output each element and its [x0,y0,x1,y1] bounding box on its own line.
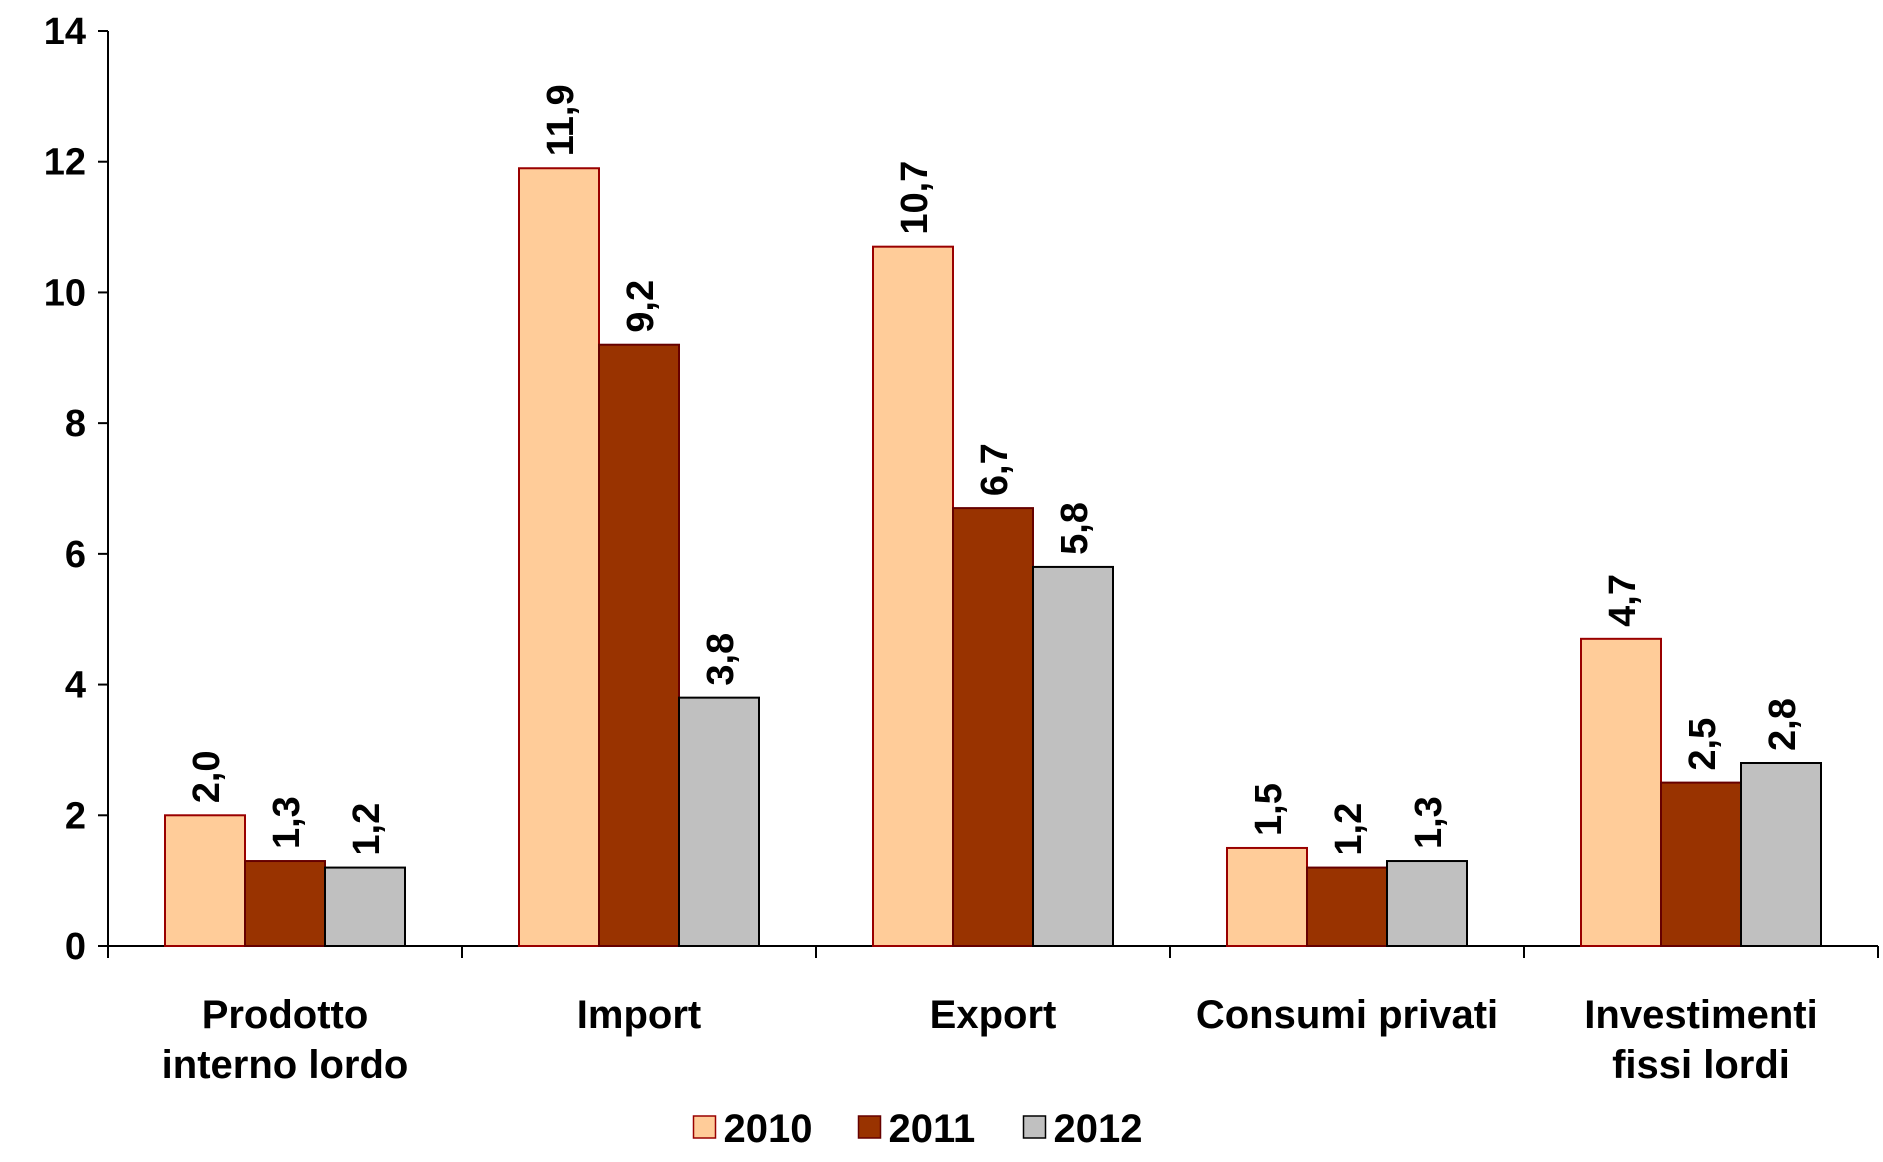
x-tick-label-line: interno lordo [162,1043,409,1087]
x-tick-label: Export [930,993,1057,1037]
y-tick-label: 12 [44,142,86,184]
bar [1740,762,1822,947]
x-tick-label-line: Prodotto [202,993,369,1037]
y-tick-label: 6 [65,534,86,576]
bar [678,696,760,948]
x-tick-label: Prodotto interno lordo [162,993,409,1087]
bar [324,866,406,947]
value-label: 3,8 [700,633,742,686]
y-tick-label: 0 [65,926,86,968]
bar [1306,866,1388,947]
bar [952,507,1034,947]
value-label: 9,2 [620,280,662,333]
legend-label: 2012 [1054,1107,1143,1151]
x-tick-label: Consumi privati [1196,993,1498,1037]
bar [164,814,246,947]
value-label: 1,3 [1408,796,1450,849]
bar [1386,860,1468,947]
x-tick-label-line: Consumi privati [1196,993,1498,1037]
value-label: 2,8 [1762,698,1804,751]
bar [1660,781,1742,947]
x-tick-label-line: Investimenti [1584,993,1817,1037]
bar [1226,846,1308,948]
bar [518,167,600,947]
value-label: 2,5 [1682,718,1724,771]
x-tick-label: Investimenti fissi lordi [1584,993,1817,1087]
legend-label: 2010 [724,1107,813,1151]
value-label: 5,8 [1054,502,1096,555]
bar [1032,565,1114,948]
bar [244,860,326,947]
bar [1580,637,1662,947]
x-tick-label: Import [577,993,701,1037]
y-tick-label: 8 [65,403,86,445]
x-tick-label-line: Import [577,993,701,1037]
x-tick-label-line: Export [930,993,1057,1037]
value-label: 10,7 [894,161,936,235]
value-label: 2,0 [186,750,228,803]
value-label: 1,2 [346,803,388,856]
value-label: 6,7 [974,443,1016,496]
legend-swatch [692,1115,717,1139]
value-label: 4,7 [1602,574,1644,627]
legend-label: 2011 [889,1107,976,1151]
legend-swatch [857,1115,882,1139]
value-label: 1,5 [1248,783,1290,836]
y-tick-label: 10 [44,272,86,314]
bar [598,343,680,947]
y-tick-label: 2 [65,795,86,837]
value-label: 11,9 [540,84,582,156]
bar [872,245,954,947]
y-tick-label: 4 [65,665,86,707]
value-label: 1,2 [1328,803,1370,856]
y-tick-label: 14 [44,11,86,53]
legend-swatch [1022,1115,1047,1139]
value-label: 1,3 [266,796,308,849]
x-tick-label-line: fissi lordi [1612,1043,1790,1087]
